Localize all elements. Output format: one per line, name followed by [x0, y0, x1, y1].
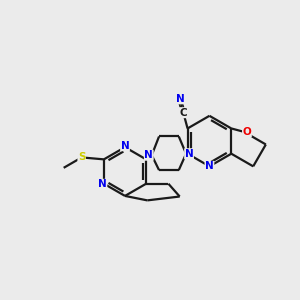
- Text: N: N: [121, 141, 129, 151]
- Text: S: S: [78, 152, 85, 162]
- Text: C: C: [179, 108, 187, 118]
- Text: N: N: [176, 94, 184, 104]
- Text: N: N: [185, 149, 194, 159]
- Text: N: N: [98, 179, 107, 189]
- Text: N: N: [205, 161, 214, 171]
- Text: N: N: [144, 150, 153, 160]
- Text: O: O: [243, 127, 251, 137]
